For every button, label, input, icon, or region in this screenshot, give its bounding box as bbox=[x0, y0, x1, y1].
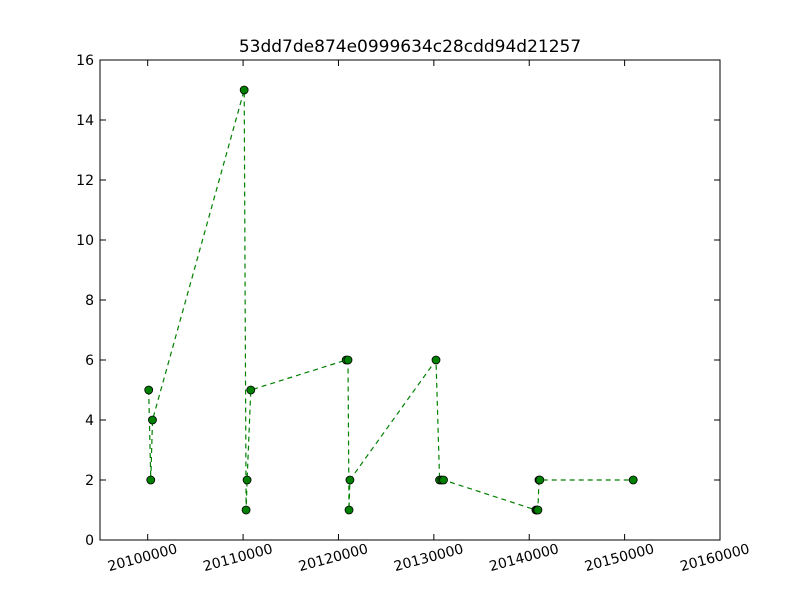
y-tick-label: 12 bbox=[76, 173, 94, 189]
data-point bbox=[144, 385, 154, 395]
x-tick-label: 20110000 bbox=[202, 541, 275, 575]
x-tick-label: 20160000 bbox=[678, 541, 751, 575]
data-point bbox=[431, 355, 441, 365]
data-point bbox=[345, 475, 355, 485]
x-tick-label: 20150000 bbox=[583, 541, 656, 575]
data-point bbox=[343, 355, 353, 365]
data-point bbox=[344, 505, 354, 515]
data-point bbox=[146, 475, 156, 485]
y-tick-label: 10 bbox=[76, 233, 94, 249]
chart-title: 53dd7de874e0999634c28cdd94d21257 bbox=[239, 37, 581, 57]
plot-frame bbox=[99, 59, 721, 541]
y-tick-label: 6 bbox=[85, 353, 94, 369]
y-tick-label: 2 bbox=[85, 473, 94, 489]
data-point bbox=[535, 475, 545, 485]
data-point bbox=[439, 475, 448, 485]
x-tick-label: 20120000 bbox=[297, 541, 370, 575]
plot-area bbox=[144, 85, 638, 515]
x-tick-label: 20140000 bbox=[488, 541, 561, 575]
y-tick-label: 8 bbox=[85, 293, 94, 309]
y-tick-label: 4 bbox=[85, 413, 94, 429]
y-tick-label: 14 bbox=[76, 113, 94, 129]
data-point bbox=[628, 475, 638, 485]
x-tick-label: 20130000 bbox=[392, 541, 465, 575]
data-point bbox=[246, 385, 256, 395]
x-tick-label: 20100000 bbox=[106, 541, 179, 575]
y-tick-label: 16 bbox=[76, 53, 94, 69]
data-point bbox=[241, 505, 251, 515]
y-tick-label: 0 bbox=[85, 533, 94, 549]
data-point bbox=[148, 415, 157, 425]
data-point bbox=[242, 475, 252, 485]
data-point bbox=[533, 505, 543, 515]
data-point bbox=[239, 85, 249, 95]
series-line bbox=[148, 89, 634, 511]
